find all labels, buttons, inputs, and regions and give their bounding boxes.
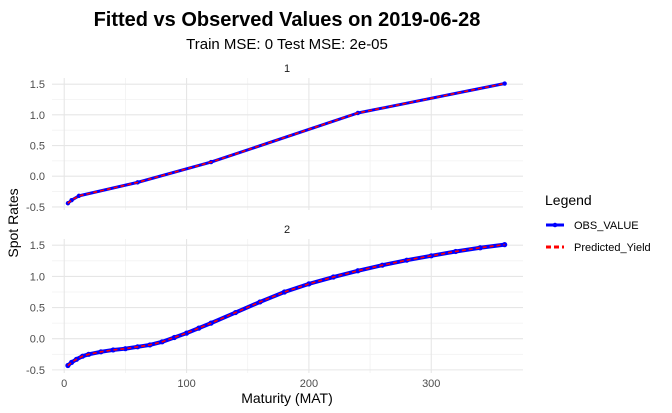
panel-2: 2 -0.5 0.0 0.5 1.0 1.5	[26, 224, 523, 377]
series-line-obs-value	[65, 242, 507, 368]
x-tick-label: 0	[61, 378, 67, 390]
legend-title: Legend	[545, 192, 592, 208]
x-tick-label: 300	[422, 378, 440, 390]
panel-1: 1 -0.5 0.0 0.5 1.0 1.5	[26, 63, 523, 214]
y-tick-label: 1.0	[30, 271, 45, 283]
data-point-obs-value	[110, 347, 116, 353]
legend-key-obs-point	[552, 222, 558, 228]
data-point-obs-value	[355, 268, 361, 274]
y-axis-label: Spot Rates	[5, 188, 21, 257]
x-tick-labels: 0 100 200 300	[61, 378, 440, 390]
y-tick-label: 0.5	[30, 141, 45, 153]
series-line-obs-value	[66, 82, 507, 205]
panel-series	[65, 81, 507, 206]
y-tick-label: 1.0	[30, 110, 45, 122]
legend-label-obs-value: OBS_VALUE	[574, 220, 639, 232]
series-line-predicted-yield	[67, 243, 505, 367]
y-tick-label: -0.5	[26, 202, 45, 214]
panel-grid	[52, 78, 523, 210]
legend-entry-predicted-yield: Predicted_Yield	[546, 242, 651, 254]
y-tick-label: 0.5	[30, 303, 45, 315]
x-tick-label: 200	[300, 378, 318, 390]
data-point-obs-value	[122, 346, 129, 352]
y-tick-label: 0.0	[30, 171, 45, 183]
y-tick-labels: -0.5 0.0 0.5 1.0 1.5	[26, 79, 45, 214]
x-axis-label: Maturity (MAT)	[241, 390, 333, 406]
panel-series	[65, 242, 508, 369]
panel-grid	[52, 239, 523, 373]
y-tick-label: 1.5	[30, 79, 45, 91]
data-point-obs-value	[502, 81, 507, 86]
chart-title: Fitted vs Observed Values on 2019-06-28	[94, 9, 481, 31]
legend-label-predicted-yield: Predicted_Yield	[574, 242, 651, 254]
data-point-obs-value	[76, 193, 82, 199]
panel-strip-label: 1	[284, 63, 290, 75]
data-point-obs-value	[477, 245, 483, 251]
data-point-obs-value	[306, 281, 312, 287]
legend: Legend OBS_VALUE Predicted_Yield	[545, 192, 651, 254]
y-tick-label: 0.0	[30, 334, 45, 346]
y-tick-label: -0.5	[26, 365, 45, 377]
legend-entry-obs-value: OBS_VALUE	[546, 220, 639, 232]
series-line-predicted-yield	[67, 82, 505, 204]
panel-strip-label: 2	[284, 224, 290, 236]
x-tick-label: 100	[177, 378, 195, 390]
data-point-obs-value	[281, 289, 288, 295]
chart-subtitle: Train MSE: 0 Test MSE: 2e-05	[186, 36, 388, 53]
y-tick-label: 1.5	[30, 240, 45, 252]
y-tick-labels: -0.5 0.0 0.5 1.0 1.5	[26, 240, 45, 377]
